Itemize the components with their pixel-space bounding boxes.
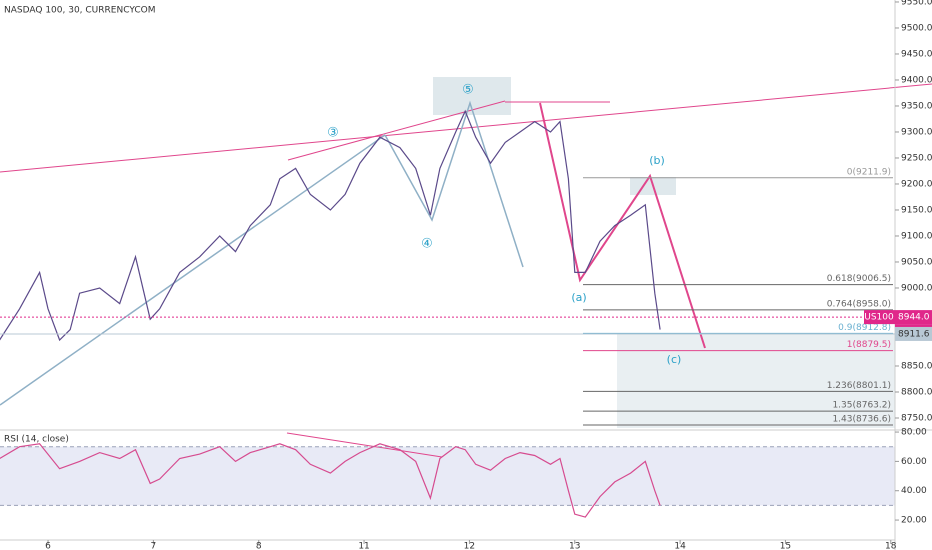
y-tick-label: 9050.0 [901,257,932,267]
wave-lines [384,100,524,268]
x-tick-label: 6 [45,542,51,550]
y-tick-label: 9000.0 [901,283,932,293]
tag-text: US100 [864,313,894,323]
wave-label: ④ [421,237,433,252]
fib-label: 0(9211.9) [847,167,891,177]
wave-label: ③ [327,126,339,141]
fib-label: 1.35(8763.2) [832,401,891,411]
y-tick-label: 9250.0 [901,153,932,163]
abc-lines [539,102,706,349]
y-tick-label: 9100.0 [901,231,932,241]
rsi-divergence [286,432,443,458]
y-tick-label: 9300.0 [901,127,932,137]
y-tick-label: 9400.0 [901,75,932,85]
x-tick-label: 12 [464,542,475,550]
wave-label: (b) [649,154,665,167]
y2-tick-label: 80.00 [901,428,927,438]
tag-bg [895,310,932,325]
fib-label: 0.618(9006.5) [827,274,891,284]
y-tick-label: 9500.0 [901,23,932,33]
rsi-line [0,443,661,518]
fib-label: 1(8879.5) [847,340,891,350]
wave-label: ⑤ [462,83,474,98]
price-line [0,109,661,342]
x-tick-label: 14 [674,542,686,550]
x-tick-label: 18 [885,542,897,550]
y2-tick-label: 20.00 [901,516,927,526]
y2-tick-label: 60.00 [901,457,927,467]
x-tick-label: 15 [780,542,791,550]
x-tick-label: 8 [256,542,262,550]
tag-price: 8944.0 [898,313,930,323]
x-tick-label: 11 [358,542,369,550]
y-tick-label: 9200.0 [901,179,932,189]
wave-label: (a) [571,291,586,304]
chart-title: NASDAQ 100, 30, CURRENCYCOM [4,6,155,16]
tag-bg [895,326,932,341]
y-tick-label: 9150.0 [901,205,932,215]
y-tick-label: 9350.0 [901,101,932,111]
wave-label: (c) [667,353,682,366]
x-tick-label: 7 [151,542,157,550]
y-tick-label: 9550.0 [901,0,932,7]
y-tick-label: 9450.0 [901,49,932,59]
x-tick-label: 13 [569,542,580,550]
y-tick-label: 8750.0 [901,413,932,423]
tag-bg [864,310,895,325]
y-tick-label: 8800.0 [901,387,932,397]
trend-line [0,83,932,173]
y-tick-label: 8850.0 [901,361,932,371]
y2-tick-label: 40.00 [901,486,927,496]
fib-label: 1.236(8801.1) [827,381,891,391]
fib-label: 0.9(8912.8) [838,323,891,333]
target-zone [617,333,895,428]
rsi-title: RSI (14, close) [4,435,69,445]
support-line [0,134,386,406]
tag-price: 8911.6 [898,329,930,339]
fib-label: 1.43(8736.6) [832,414,891,424]
rsi-band [0,446,895,506]
fib-label: 0.764(8958.0) [827,299,891,309]
trend-line [287,100,506,161]
